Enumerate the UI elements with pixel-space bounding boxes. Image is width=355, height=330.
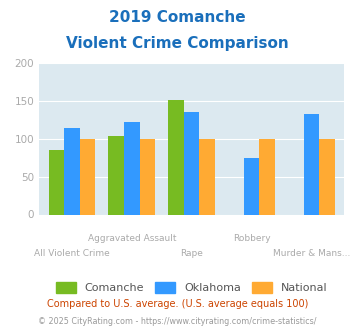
Text: 2019 Comanche: 2019 Comanche (109, 10, 246, 25)
Bar (184, 112, 200, 214)
Legend: Comanche, Oklahoma, National: Comanche, Oklahoma, National (51, 278, 332, 298)
Text: Murder & Mans...: Murder & Mans... (273, 249, 350, 258)
Text: Rape: Rape (180, 249, 203, 258)
Bar (124, 122, 140, 214)
Bar (49, 150, 64, 214)
Bar (200, 139, 215, 214)
Bar (319, 139, 335, 214)
Text: Compared to U.S. average. (U.S. average equals 100): Compared to U.S. average. (U.S. average … (47, 299, 308, 309)
Text: Robbery: Robbery (233, 234, 271, 243)
Bar (140, 139, 155, 214)
Text: © 2025 CityRating.com - https://www.cityrating.com/crime-statistics/: © 2025 CityRating.com - https://www.city… (38, 317, 317, 326)
Text: Aggravated Assault: Aggravated Assault (88, 234, 176, 243)
Bar (244, 158, 260, 215)
Bar (109, 136, 124, 214)
Text: Violent Crime Comparison: Violent Crime Comparison (66, 36, 289, 51)
Bar (80, 139, 95, 214)
Bar (168, 100, 184, 214)
Bar (64, 128, 80, 214)
Bar (260, 139, 275, 214)
Bar (304, 114, 319, 214)
Text: All Violent Crime: All Violent Crime (34, 249, 110, 258)
